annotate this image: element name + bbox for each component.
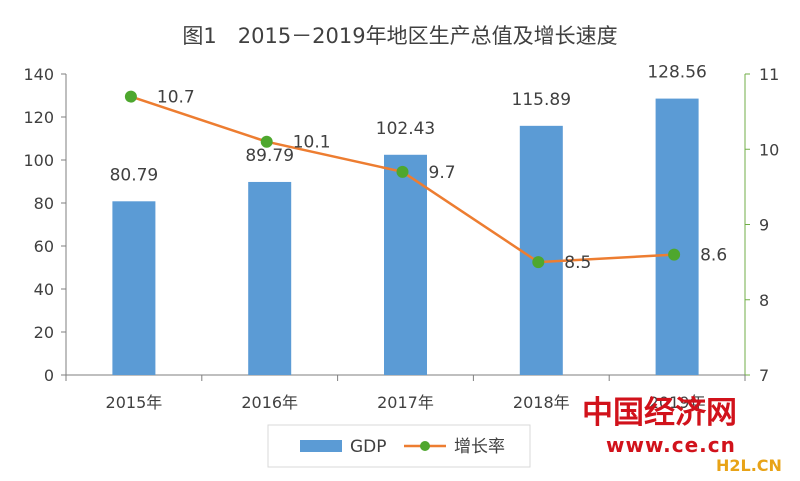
x-tick-label: 2015年 [106, 393, 163, 412]
legend-label-growth: 增长率 [454, 437, 505, 457]
x-tick-label: 2016年 [241, 393, 298, 412]
y-left-tick-label: 120 [23, 108, 54, 127]
bar-label-gdp: 115.89 [512, 90, 571, 110]
line-label-growth: 10.1 [293, 133, 331, 153]
y-right-tick-label: 7 [759, 366, 769, 385]
growth-rate-point [124, 90, 137, 103]
growth-rate-point [532, 256, 545, 269]
bar-gdp [655, 98, 699, 375]
bar-gdp [384, 154, 427, 375]
bar-series [112, 98, 699, 375]
y-right-tick-label: 11 [759, 65, 779, 84]
y-left-tick-label: 0 [44, 366, 54, 385]
x-tick-label: 2018年 [513, 393, 570, 412]
data-labels: 80.79 89.79 102.43 115.89 128.56 10.7 10.1 9.7 8… [110, 63, 728, 274]
growth-rate-point [260, 135, 273, 148]
y-left-tick-label: 60 [34, 237, 54, 256]
line-label-growth: 10.7 [157, 88, 195, 108]
bar-label-gdp: 128.56 [647, 63, 706, 83]
x-tick-label: 2019年 [649, 393, 706, 412]
legend-swatch-growth-marker [420, 441, 430, 451]
x-tick-label: 2017年 [377, 393, 434, 412]
y-right-tick-label: 10 [759, 140, 779, 159]
y-left-tick-label: 140 [23, 65, 54, 84]
growth-rate-point [396, 165, 409, 178]
y-right-tick-label: 8 [759, 291, 769, 310]
y-right-tick-label: 9 [759, 216, 769, 235]
y-left-tick-label: 40 [34, 280, 54, 299]
axes: 0 20 40 60 80 100 120 140 7 8 9 10 11 2015年 2016年 2017年… [23, 65, 779, 412]
line-label-growth: 8.5 [564, 253, 591, 273]
line-series [124, 90, 681, 269]
bar-label-gdp: 102.43 [376, 119, 435, 139]
watermark-ce: 中国经济网 [582, 395, 737, 431]
legend: GDP 增长率 [267, 424, 531, 468]
watermark-url: www.ce.cn [606, 433, 736, 457]
bar-gdp [519, 125, 563, 375]
watermark-h2l: H2L.CN [716, 456, 782, 475]
chart-title: 图1 2015－2019年地区生产总值及增长速度 [182, 24, 617, 48]
line-label-growth: 8.6 [700, 246, 727, 266]
bar-gdp [112, 201, 156, 375]
y-left-tick-label: 80 [34, 194, 54, 213]
y-left-tick-label: 20 [34, 323, 54, 342]
legend-label-gdp: GDP [350, 437, 387, 457]
bar-label-gdp: 80.79 [110, 165, 159, 185]
bar-label-gdp: 89.79 [245, 146, 294, 166]
growth-rate-point [668, 248, 681, 261]
bar-gdp [248, 181, 292, 375]
y-left-tick-label: 100 [23, 151, 54, 170]
legend-swatch-gdp [300, 440, 342, 452]
line-label-growth: 9.7 [429, 163, 456, 183]
